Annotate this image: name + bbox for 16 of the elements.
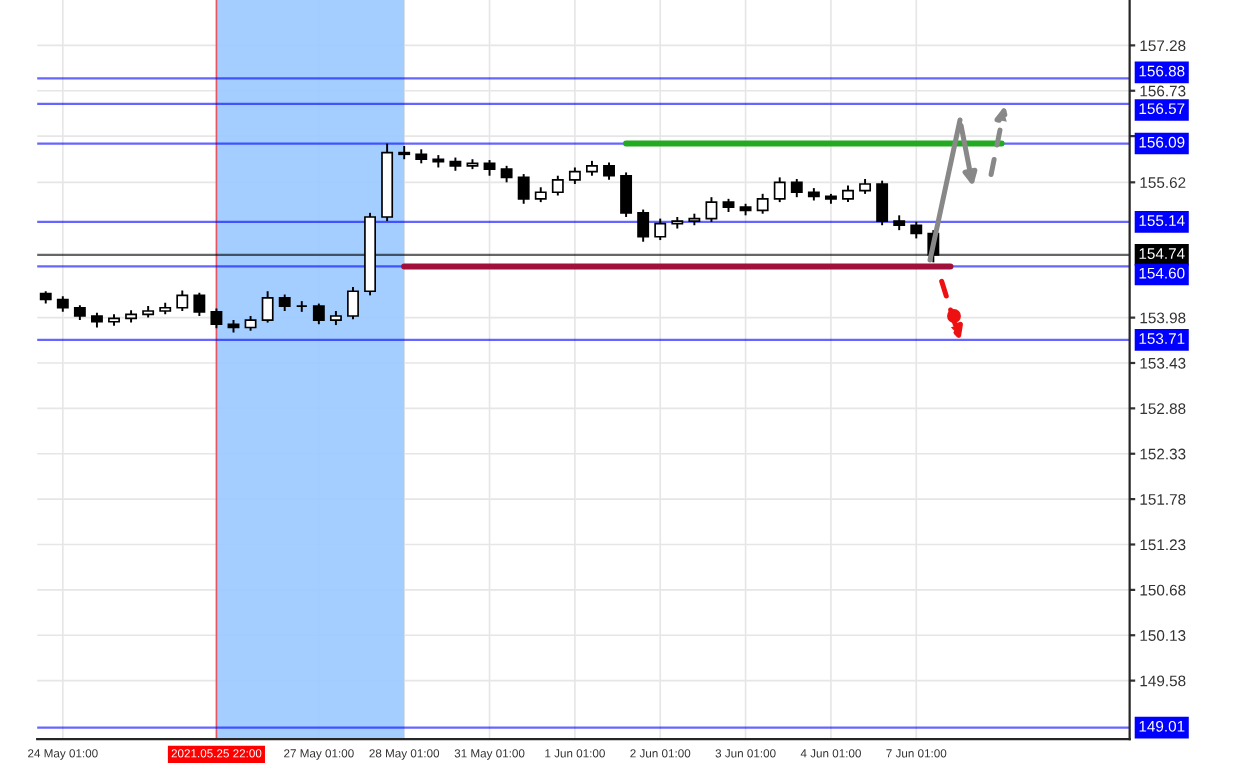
candlestick (773, 176, 786, 204)
candlestick (654, 217, 667, 242)
candlestick (261, 290, 274, 324)
candlestick (876, 179, 889, 227)
candlestick (312, 302, 325, 326)
candlestick (210, 307, 223, 330)
candlestick (637, 208, 650, 243)
candlestick (517, 173, 530, 205)
candlestick (176, 289, 189, 312)
candlestick (790, 178, 803, 199)
candlestick (347, 286, 359, 321)
candlestick (620, 171, 633, 218)
candlestick (551, 174, 564, 197)
candlestick (705, 196, 718, 223)
candlestick (756, 192, 769, 215)
candlestick (193, 291, 206, 317)
